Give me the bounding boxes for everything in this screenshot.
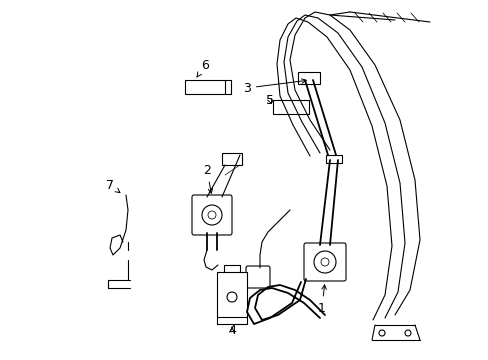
Text: 3: 3 — [243, 79, 305, 95]
Bar — [222, 153, 242, 165]
Text: 5: 5 — [265, 94, 273, 107]
FancyBboxPatch shape — [245, 266, 269, 288]
Bar — [217, 272, 246, 317]
Bar — [325, 155, 341, 163]
Bar — [272, 100, 308, 114]
Text: 6: 6 — [197, 59, 208, 77]
FancyBboxPatch shape — [304, 243, 346, 281]
Text: 7: 7 — [106, 179, 120, 193]
FancyBboxPatch shape — [192, 195, 231, 235]
Text: 4: 4 — [227, 324, 235, 337]
Text: 2: 2 — [203, 163, 212, 193]
Text: 1: 1 — [317, 285, 325, 315]
Bar — [297, 72, 319, 84]
Bar — [184, 80, 224, 94]
